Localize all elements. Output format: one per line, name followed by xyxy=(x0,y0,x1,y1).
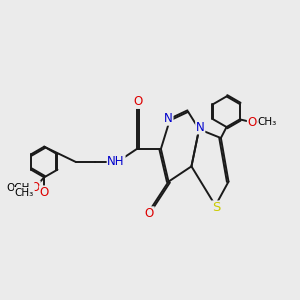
Text: O: O xyxy=(248,116,257,129)
Text: NH: NH xyxy=(107,155,125,169)
Text: N: N xyxy=(164,112,173,125)
Text: N: N xyxy=(196,121,205,134)
Text: O: O xyxy=(40,186,49,199)
Text: O: O xyxy=(31,181,40,194)
Text: O: O xyxy=(145,207,154,220)
Text: OCH₃: OCH₃ xyxy=(6,183,34,193)
Text: S: S xyxy=(212,201,220,214)
Text: CH₃: CH₃ xyxy=(15,188,34,198)
Text: CH₃: CH₃ xyxy=(258,117,277,127)
Text: O: O xyxy=(133,95,142,108)
